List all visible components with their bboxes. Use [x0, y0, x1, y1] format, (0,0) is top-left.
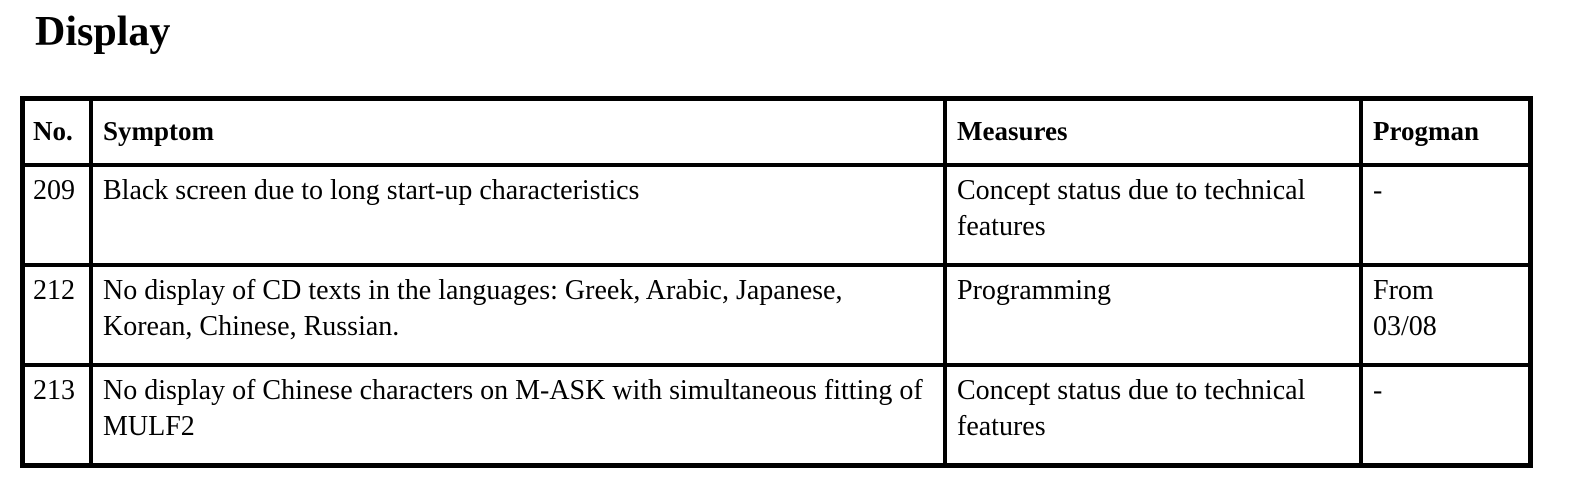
cell-measures: Programming — [943, 263, 1363, 367]
cell-progman: - — [1359, 363, 1533, 468]
table-header-row: No. Symptom Measures Progman — [20, 96, 1533, 167]
cell-symptom: No display of Chinese characters on M-AS… — [89, 363, 947, 468]
symptom-table: No. Symptom Measures Progman 209 Black s… — [20, 96, 1533, 468]
header-progman: Progman — [1359, 96, 1533, 167]
table-row: 212 No display of CD texts in the langua… — [20, 263, 1533, 367]
cell-no: 212 — [20, 263, 93, 367]
cell-progman: From 03/08 — [1359, 263, 1533, 367]
header-symptom: Symptom — [89, 96, 947, 167]
cell-no: 209 — [20, 163, 93, 267]
header-measures: Measures — [943, 96, 1363, 167]
cell-symptom: No display of CD texts in the languages:… — [89, 263, 947, 367]
cell-no: 213 — [20, 363, 93, 468]
cell-measures: Concept status due to technical features — [943, 363, 1363, 468]
cell-measures: Concept status due to technical features — [943, 163, 1363, 267]
cell-symptom: Black screen due to long start-up charac… — [89, 163, 947, 267]
cell-progman: - — [1359, 163, 1533, 267]
section-title: Display — [35, 9, 171, 55]
table-row: 209 Black screen due to long start-up ch… — [20, 163, 1533, 267]
table-row: 213 No display of Chinese characters on … — [20, 363, 1533, 468]
header-no: No. — [20, 96, 93, 167]
